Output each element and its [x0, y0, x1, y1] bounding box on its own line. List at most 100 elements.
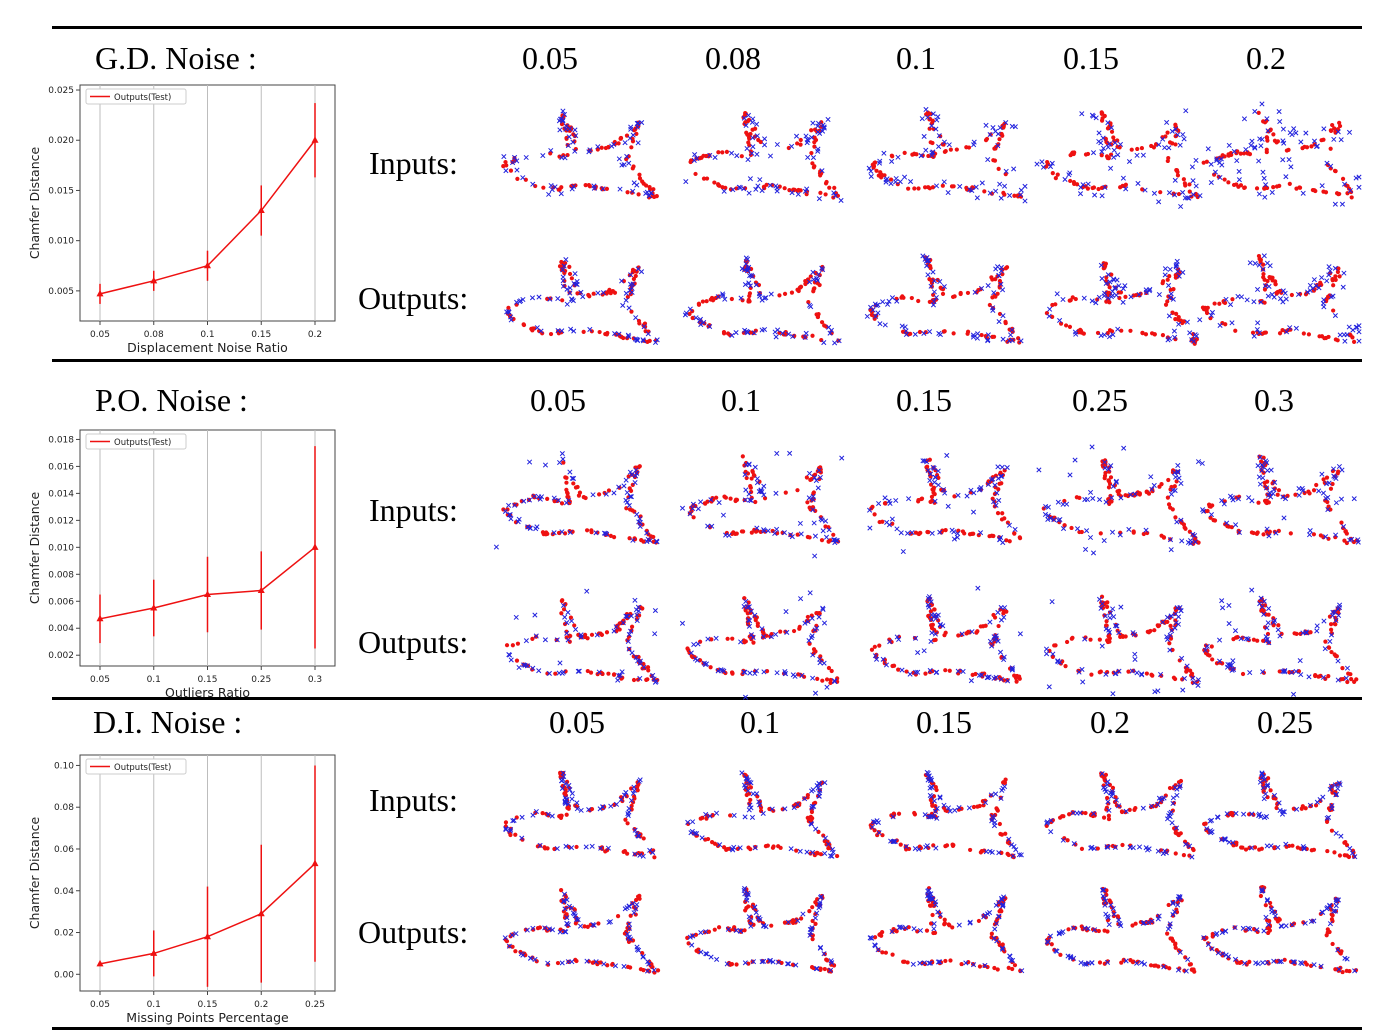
red-point [972, 805, 976, 809]
blue-point [714, 957, 718, 961]
x-tick-label: 0.05 [90, 675, 110, 685]
red-point [778, 630, 782, 634]
red-point [783, 186, 787, 190]
red-point [1119, 290, 1123, 294]
red-point [810, 965, 814, 969]
input-point-cloud [856, 440, 1031, 565]
red-point [1274, 806, 1278, 810]
blue-point [1342, 332, 1346, 336]
red-point [1352, 340, 1356, 344]
red-point [1289, 531, 1293, 535]
blue-point [550, 814, 554, 818]
blue-point [1339, 834, 1343, 838]
red-point [1069, 526, 1073, 530]
blue-point [865, 314, 869, 318]
blue-point [1242, 117, 1246, 121]
red-point [574, 845, 578, 849]
red-point [818, 283, 822, 287]
y-tick-label: 0.016 [48, 462, 74, 472]
blue-point [1250, 139, 1254, 143]
red-point [795, 141, 799, 145]
red-point [1210, 644, 1214, 648]
red-point [504, 163, 508, 167]
blue-point [502, 154, 506, 158]
level-label: 0.2 [1050, 704, 1170, 741]
red-point [812, 490, 816, 494]
blue-point [1099, 333, 1103, 337]
red-point [1213, 301, 1217, 305]
red-point [973, 672, 977, 676]
blue-point [1281, 127, 1285, 131]
blue-point [680, 506, 684, 510]
red-point [941, 292, 945, 296]
y-tick-label: 0.008 [48, 570, 74, 580]
red-point [1259, 459, 1263, 463]
blue-point [890, 517, 894, 521]
red-point [1166, 478, 1170, 482]
red-point [1264, 500, 1268, 504]
blue-point [1166, 283, 1170, 287]
red-point [811, 289, 815, 293]
blue-point [1227, 603, 1231, 607]
blue-point [808, 591, 812, 595]
blue-point [928, 793, 932, 797]
blue-point [1357, 330, 1361, 334]
blue-point [1167, 314, 1171, 318]
red-point [814, 312, 818, 316]
red-point [1308, 630, 1312, 634]
red-point [632, 678, 636, 682]
legend-label: Outputs(Test) [114, 438, 171, 448]
red-point [705, 176, 709, 180]
red-point [740, 298, 744, 302]
blue-point [793, 674, 797, 678]
red-point [1167, 274, 1171, 278]
blue-point [624, 291, 628, 295]
blue-point [1177, 476, 1181, 480]
blue-point [633, 315, 637, 319]
blue-point [578, 924, 582, 928]
red-point [1167, 502, 1171, 506]
red-point [1276, 139, 1280, 143]
red-point [873, 512, 877, 516]
blue-point [1252, 299, 1256, 303]
red-point [991, 158, 995, 162]
blue-point [1135, 671, 1139, 675]
blue-point [684, 179, 688, 183]
y-tick-label: 0.10 [54, 761, 74, 771]
red-point [920, 497, 924, 501]
red-point [568, 272, 572, 276]
blue-point [1002, 184, 1006, 188]
blue-point [997, 182, 1001, 186]
red-point [943, 150, 947, 154]
blue-point [1231, 659, 1235, 663]
blue-point [755, 476, 759, 480]
red-point [1166, 278, 1170, 282]
red-point [879, 934, 883, 938]
blue-point [1023, 199, 1027, 203]
blue-point [527, 460, 531, 464]
blue-point [934, 184, 938, 188]
input-point-cloud [1190, 755, 1365, 880]
red-point [790, 290, 794, 294]
red-point [1070, 636, 1074, 640]
red-point [1210, 657, 1214, 661]
blue-point [1315, 624, 1319, 628]
red-point [910, 296, 914, 300]
blue-point [1173, 475, 1177, 479]
red-point [751, 641, 755, 645]
red-point [1231, 637, 1235, 641]
red-point [1313, 673, 1317, 677]
blue-point [1277, 109, 1281, 113]
blue-point [573, 271, 577, 275]
blue-point [1121, 446, 1125, 450]
red-point [1145, 671, 1149, 675]
red-point [1128, 808, 1132, 812]
red-point [1255, 186, 1259, 190]
blue-point [902, 175, 906, 179]
red-point [564, 488, 568, 492]
blue-point [958, 184, 962, 188]
red-point [1068, 179, 1072, 183]
blue-point [768, 154, 772, 158]
